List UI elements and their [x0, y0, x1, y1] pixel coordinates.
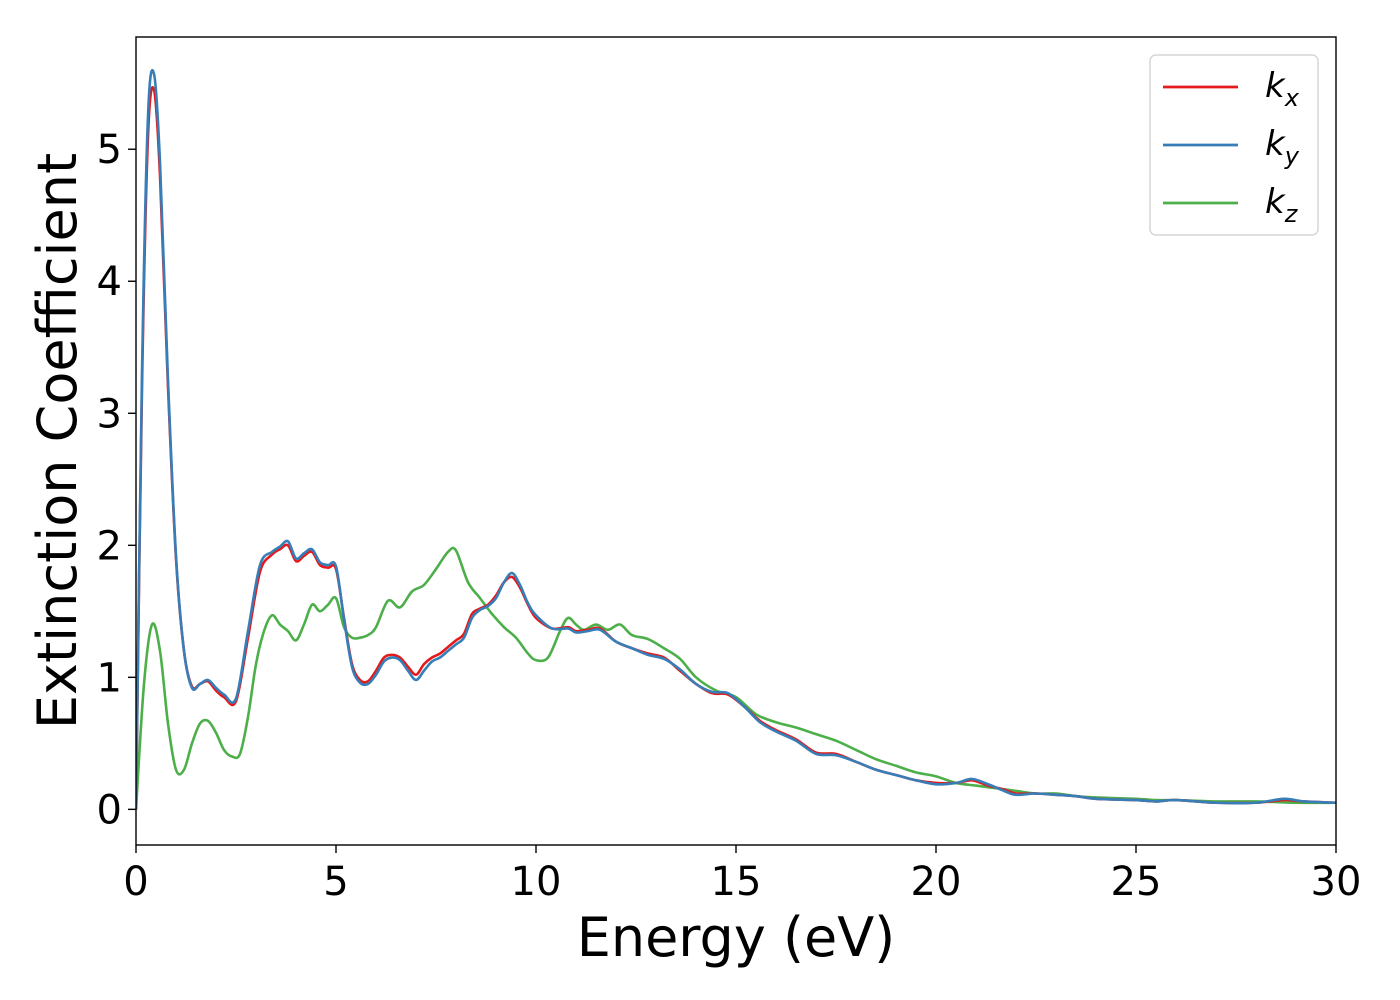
x-tick-label: 30	[1311, 859, 1362, 905]
x-axis: 0 5 10 15 20 25 30	[123, 845, 1361, 905]
y-tick-label: 1	[97, 655, 122, 701]
y-axis: 0 1 2 3 4 5	[97, 127, 136, 833]
y-tick-label: 0	[97, 787, 122, 833]
y-tick-label: 3	[97, 391, 122, 437]
series-line-kz	[136, 546, 1336, 810]
x-tick-label: 20	[911, 859, 962, 905]
series-layer	[136, 68, 1336, 810]
legend-label-kx: kx	[1265, 66, 1300, 112]
x-tick-label: 10	[511, 859, 562, 905]
y-tick-label: 2	[97, 523, 122, 569]
legend-label-kz: kz	[1265, 182, 1299, 228]
y-tick-label: 4	[97, 259, 122, 305]
x-tick-label: 5	[323, 859, 348, 905]
series-line-ky	[136, 68, 1336, 810]
x-tick-label: 0	[123, 859, 148, 905]
legend-label-ky: ky	[1265, 124, 1300, 170]
y-axis-title: Extinction Coefficient	[26, 153, 89, 729]
legend: kx ky kz	[1149, 54, 1319, 236]
x-tick-label: 15	[711, 859, 762, 905]
x-tick-label: 25	[1111, 859, 1162, 905]
x-axis-title: Energy (eV)	[577, 906, 896, 969]
y-tick-label: 5	[97, 127, 122, 173]
